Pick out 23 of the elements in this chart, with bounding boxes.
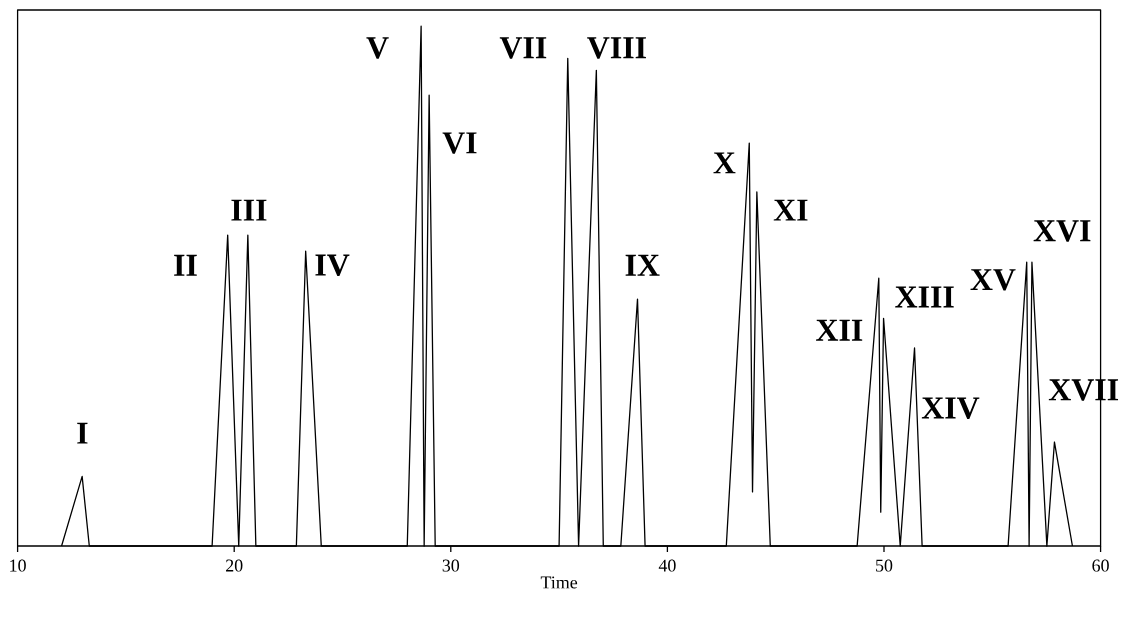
x-tick-label: 30 bbox=[442, 559, 460, 572]
x-tick-label: 60 bbox=[1092, 559, 1109, 572]
annotation: I bbox=[77, 422, 88, 444]
annotation: IX bbox=[625, 254, 660, 276]
x-tick-label: 10 bbox=[10, 559, 26, 572]
annotation: VII bbox=[499, 37, 547, 59]
annotation: III bbox=[231, 199, 267, 221]
x-tick-label: 20 bbox=[226, 559, 243, 572]
annotation: XIII bbox=[895, 286, 954, 308]
annotation: XV bbox=[970, 269, 1016, 291]
annotation: XIV bbox=[921, 397, 980, 419]
annotation: IV bbox=[315, 254, 350, 276]
annotation: VIII bbox=[587, 37, 646, 59]
annotation: X bbox=[713, 152, 736, 174]
annotation: VI bbox=[442, 132, 477, 154]
annotation: XVI bbox=[1033, 220, 1091, 242]
annotation: XI bbox=[773, 199, 808, 221]
annotation: V bbox=[366, 37, 389, 59]
annotation: XII bbox=[816, 319, 863, 341]
x-tick-label: 50 bbox=[876, 559, 893, 572]
x-tick-label: 40 bbox=[658, 559, 676, 572]
x-axis-title: Time bbox=[540, 576, 578, 589]
annotation: II bbox=[174, 254, 197, 276]
